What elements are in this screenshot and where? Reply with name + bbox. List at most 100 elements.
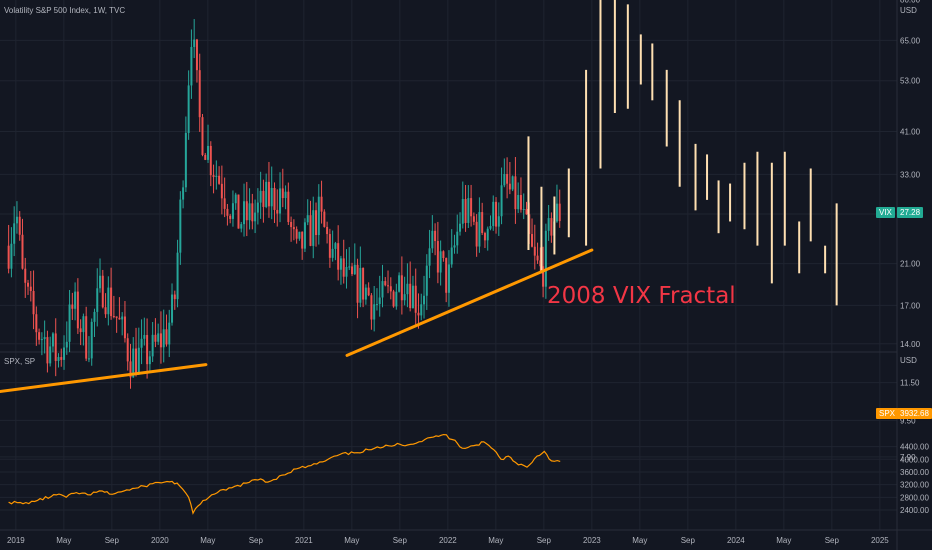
vix-candle-body [40, 339, 43, 341]
vix-candle-body [254, 212, 257, 222]
vix-candle-body [287, 191, 290, 222]
vix-candle-body [497, 216, 500, 227]
trendlines[interactable] [0, 248, 594, 395]
vix-candle-body [483, 232, 486, 241]
vix-candle-body [550, 218, 553, 236]
fractal-bars [527, 0, 838, 306]
vix-candle-body [201, 117, 204, 155]
time-axis[interactable]: 2019 May Sep 2020 May Sep 2021 May Sep 2022 May Sep… [7, 536, 889, 545]
vix-candle-body [231, 203, 234, 219]
vix-candle-body [115, 316, 118, 318]
vix-candle-body [558, 203, 561, 222]
vix-candle-body [364, 287, 367, 300]
spx-axis-tick-label: 2800.00 [900, 493, 929, 502]
vix-candle-body [334, 243, 337, 249]
vix-candle-body [555, 203, 558, 222]
vix-candle-body [459, 223, 462, 232]
vix-candle-body [243, 201, 246, 225]
vix-axis-tick-label: 9.50 [900, 416, 916, 425]
vix-candle-body [7, 245, 10, 269]
vix-candle-body [190, 46, 193, 86]
time-axis-tick-label: 2022 [439, 536, 457, 545]
vix-candle-body [229, 215, 232, 219]
vix-candle-body [74, 291, 77, 309]
vix-candle-body [309, 215, 312, 246]
vix-candle-body [503, 174, 506, 186]
vix-candle-body [384, 281, 387, 286]
vix-candle-body [298, 231, 301, 239]
vix-candle-body [489, 225, 492, 229]
vix-candle-body [544, 230, 547, 287]
time-axis-tick-label: May [776, 536, 791, 545]
vix-candle-body [375, 304, 378, 306]
vix-candle-body [140, 338, 143, 348]
vix-candle-body [303, 222, 306, 249]
spx-axis-tick-label: 3200.00 [900, 481, 929, 490]
vix-candle-body [425, 265, 428, 296]
vix-candle-body [107, 287, 110, 315]
vix-candle-body [519, 195, 522, 210]
spx-axis-tick-label: 4400.00 [900, 443, 929, 452]
vix-candle-body [542, 266, 545, 287]
vix-candle-body [389, 286, 392, 292]
vix-candle-body [168, 322, 171, 345]
vix-candle-body [27, 282, 30, 287]
vix-candle-body [351, 266, 354, 275]
time-axis-tick-label: Sep [681, 536, 696, 545]
vix-candle-body [339, 258, 342, 270]
vix-candle-body [470, 198, 473, 217]
vix-candle-body [395, 291, 398, 307]
vix-candle-body [267, 181, 270, 207]
vix-candle-body [378, 297, 381, 305]
vix-candle-body [442, 251, 445, 259]
fractal-annotation[interactable]: 2008 VIX Fractal [547, 283, 736, 309]
vix-candle-body [212, 175, 215, 177]
vix-candle-body [328, 234, 331, 258]
vix-axis-tick-label: 21.00 [900, 260, 921, 269]
vix-candle-body [237, 194, 240, 229]
vix-candle-body [240, 224, 243, 229]
vix-candle-body [431, 230, 434, 249]
vix-axis-tick-label: 11.50 [900, 379, 920, 388]
vix-candle-body [218, 175, 221, 184]
vix-candle-body [353, 264, 356, 275]
vix-candle-body [63, 347, 66, 360]
vix-candle-body [531, 234, 534, 247]
vix-candle-body [270, 187, 273, 207]
vix-candles [7, 19, 561, 389]
vix-candle-body [57, 357, 60, 361]
vix-candle-body [171, 294, 174, 323]
vix-candle-body [281, 188, 284, 199]
support-trendline[interactable] [345, 248, 594, 357]
vix-candle-body [256, 202, 259, 213]
vix-candle-body [514, 176, 517, 210]
vix-candle-body [492, 201, 495, 226]
vix-candle-body [420, 304, 423, 316]
time-axis-tick-label: May [344, 536, 359, 545]
vix-candle-body [508, 183, 511, 190]
vix-candle-body [112, 316, 115, 318]
vix-candle-body [356, 264, 359, 303]
time-axis-tick-label: 2020 [151, 536, 169, 545]
time-axis-tick-label: 2021 [295, 536, 313, 545]
vix-candle-body [101, 275, 104, 308]
vix-candle-body [76, 291, 79, 329]
vix-candle-body [121, 316, 124, 320]
vix-candle-body [475, 221, 478, 247]
vix-candle-body [143, 335, 146, 339]
vix-candle-body [85, 316, 88, 359]
vix-currency-label: USD [900, 6, 917, 15]
vix-candle-body [93, 311, 96, 322]
spx-price-axis[interactable]: 2400.00 2800.00 3200.00 3600.00 4000.00 4400.… [900, 443, 929, 515]
vix-candle-body [209, 145, 212, 176]
spx-axis-tick-label: 4000.00 [900, 455, 929, 464]
vix-candle-body [345, 267, 348, 277]
vix-axis-tick-label: 65.00 [900, 36, 921, 45]
vix-candle-body [381, 281, 384, 298]
vix-axis-tick-label: 53.00 [900, 77, 921, 86]
support-trendline[interactable] [0, 363, 208, 395]
vix-candle-body [82, 316, 85, 333]
spx-axis-tick-label: 3600.00 [900, 468, 929, 477]
